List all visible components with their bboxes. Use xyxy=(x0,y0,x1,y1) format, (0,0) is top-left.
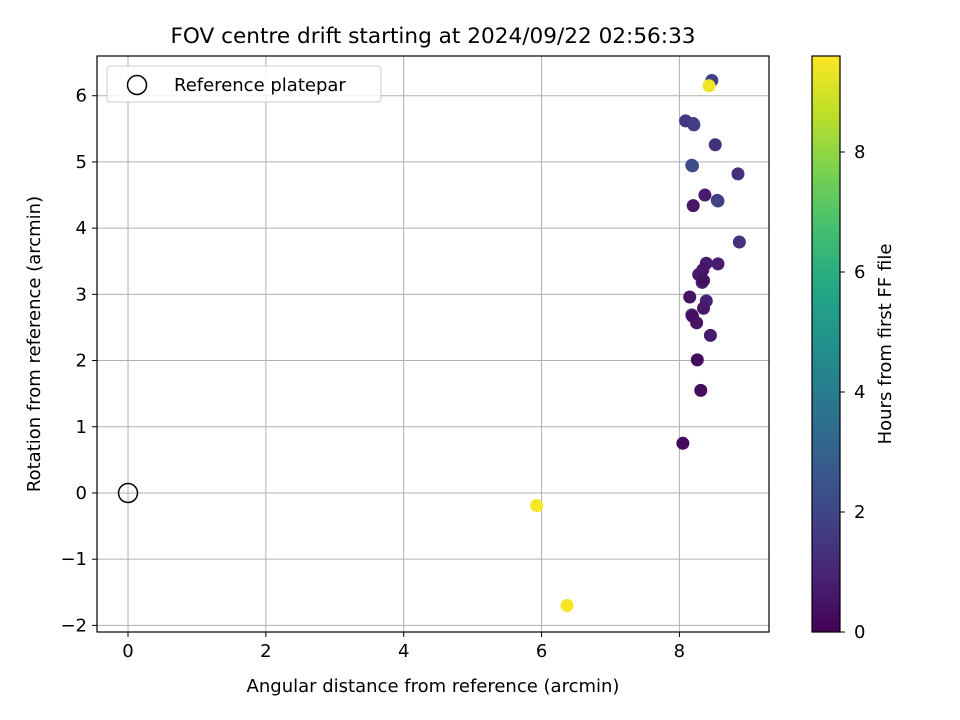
data-point xyxy=(702,79,716,93)
data-point xyxy=(711,257,725,271)
data-point xyxy=(560,599,574,613)
data-points xyxy=(530,73,746,613)
data-point xyxy=(690,353,704,367)
x-tick-label: 2 xyxy=(260,641,271,662)
legend-label-reference-platepar: Reference platepar xyxy=(174,75,346,96)
data-point xyxy=(683,290,697,304)
data-point xyxy=(690,316,704,330)
y-tick-label: 5 xyxy=(76,152,87,173)
y-tick-label: 3 xyxy=(76,284,87,305)
y-tick-label: 2 xyxy=(76,351,87,372)
legend-marker-open-circle xyxy=(126,74,148,96)
data-point xyxy=(676,436,690,450)
x-axis: 0 2 4 6 8 xyxy=(122,632,685,662)
y-tick-label: 4 xyxy=(76,218,87,239)
plot-frame xyxy=(96,55,770,633)
y-tick-label: 0 xyxy=(76,483,87,504)
colorbar-tick-label: 2 xyxy=(854,502,865,523)
data-point xyxy=(703,328,717,342)
gridlines xyxy=(97,56,769,632)
colorbar-tick-label: 4 xyxy=(854,382,865,403)
colorbar-gradient xyxy=(812,56,840,632)
colorbar-tick-label: 8 xyxy=(854,142,865,163)
legend-box xyxy=(106,65,382,103)
y-axis: −2 −1 0 1 2 3 4 5 6 xyxy=(60,86,97,636)
x-tick-label: 6 xyxy=(536,641,547,662)
colorbar-label: Hours from first FF file xyxy=(875,244,896,445)
data-point xyxy=(687,118,701,132)
data-point xyxy=(708,138,722,152)
legend: Reference platepar xyxy=(106,65,382,103)
y-tick-label: −2 xyxy=(60,615,87,636)
y-tick-label: 6 xyxy=(76,86,87,107)
data-point xyxy=(732,235,746,249)
data-point xyxy=(711,194,725,208)
colorbar-tick-label: 0 xyxy=(854,622,865,643)
y-tick-label: 1 xyxy=(76,417,87,438)
data-point xyxy=(694,383,708,397)
data-point xyxy=(530,499,544,513)
data-point xyxy=(731,167,745,181)
reference-marker xyxy=(117,482,139,504)
data-point xyxy=(686,199,700,213)
x-tick-label: 0 xyxy=(122,641,133,662)
colorbar-frame xyxy=(811,55,841,633)
chart-title: FOV centre drift starting at 2024/09/22 … xyxy=(170,24,695,49)
x-tick-label: 8 xyxy=(674,641,685,662)
data-point xyxy=(697,301,711,315)
x-axis-label: Angular distance from reference (arcmin) xyxy=(247,676,620,697)
reference-platepar-marker xyxy=(117,482,139,504)
data-point xyxy=(697,273,711,287)
colorbar: 0 2 4 6 8 Hours from first FF file xyxy=(811,55,896,643)
x-tick-label: 4 xyxy=(398,641,409,662)
y-tick-label: −1 xyxy=(60,549,87,570)
data-point xyxy=(698,188,712,202)
colorbar-ticks: 0 2 4 6 8 xyxy=(840,142,865,643)
y-axis-label: Rotation from reference (arcmin) xyxy=(24,196,45,492)
colorbar-tick-label: 6 xyxy=(854,262,865,283)
data-point xyxy=(685,159,699,173)
